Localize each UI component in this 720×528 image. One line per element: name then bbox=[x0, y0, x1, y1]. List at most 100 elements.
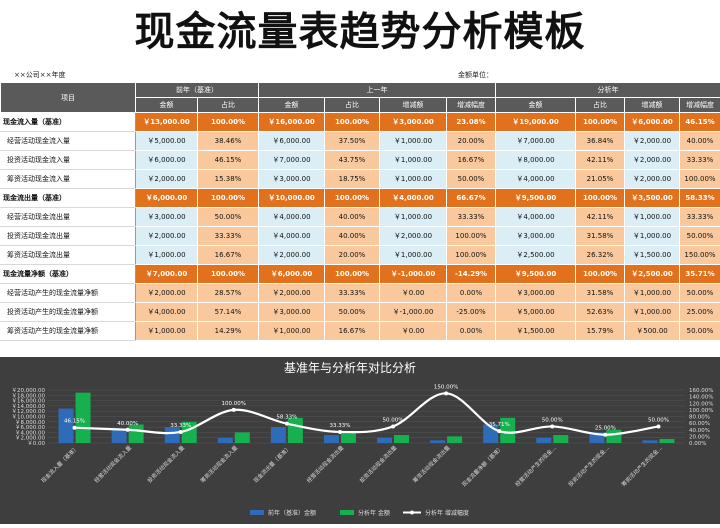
table-cell[interactable]: ￥3,000.00 bbox=[496, 227, 576, 246]
table-cell[interactable]: 100.00% bbox=[576, 113, 625, 132]
table-cell[interactable]: ￥2,000.00 bbox=[380, 227, 447, 246]
table-cell[interactable]: 33.33% bbox=[198, 227, 259, 246]
table-cell[interactable]: ￥2,500.00 bbox=[625, 265, 680, 284]
table-cell[interactable]: ￥7,000.00 bbox=[259, 151, 325, 170]
table-cell[interactable]: ￥-1,000.00 bbox=[380, 303, 447, 322]
table-cell[interactable]: 16.67% bbox=[198, 246, 259, 265]
table-cell[interactable]: ￥0.00 bbox=[380, 322, 447, 341]
table-cell[interactable]: 50.00% bbox=[198, 208, 259, 227]
table-cell[interactable]: ￥4,000.00 bbox=[380, 189, 447, 208]
table-cell[interactable]: 38.46% bbox=[198, 132, 259, 151]
table-cell[interactable]: ￥3,000.00 bbox=[380, 113, 447, 132]
table-cell[interactable]: 50.00% bbox=[680, 284, 720, 303]
table-cell[interactable]: 25.00% bbox=[680, 303, 720, 322]
table-cell[interactable]: ￥16,000.00 bbox=[259, 113, 325, 132]
table-cell[interactable]: 16.67% bbox=[447, 151, 496, 170]
table-cell[interactable]: 18.75% bbox=[325, 170, 380, 189]
table-cell[interactable]: 50.00% bbox=[680, 322, 720, 341]
table-cell[interactable]: 33.33% bbox=[680, 151, 720, 170]
table-cell[interactable]: 66.67% bbox=[447, 189, 496, 208]
table-cell[interactable]: ￥1,000.00 bbox=[625, 303, 680, 322]
row-label[interactable]: 现金流量净额（基准） bbox=[1, 265, 136, 284]
table-cell[interactable]: ￥4,000.00 bbox=[259, 227, 325, 246]
row-label[interactable]: 经营活动现金流入量 bbox=[1, 132, 136, 151]
row-label[interactable]: 现金流入量（基准） bbox=[1, 113, 136, 132]
row-label[interactable]: 投资活动产生的现金流量净额 bbox=[1, 303, 136, 322]
table-cell[interactable]: 31.58% bbox=[576, 284, 625, 303]
table-cell[interactable]: 26.32% bbox=[576, 246, 625, 265]
table-cell[interactable]: 31.58% bbox=[576, 227, 625, 246]
table-cell[interactable]: ￥2,000.00 bbox=[259, 246, 325, 265]
table-cell[interactable]: 35.71% bbox=[680, 265, 720, 284]
table-cell[interactable]: 43.75% bbox=[325, 151, 380, 170]
table-cell[interactable]: ￥9,500.00 bbox=[496, 265, 576, 284]
table-cell[interactable]: ￥-1,000.00 bbox=[380, 265, 447, 284]
table-cell[interactable]: 58.33% bbox=[680, 189, 720, 208]
table-cell[interactable]: ￥2,000.00 bbox=[136, 227, 198, 246]
table-cell[interactable]: ￥1,000.00 bbox=[380, 170, 447, 189]
row-label[interactable]: 筹资活动现金流入量 bbox=[1, 170, 136, 189]
row-label[interactable]: 筹资活动现金流出量 bbox=[1, 246, 136, 265]
table-cell[interactable]: 150.00% bbox=[680, 246, 720, 265]
table-cell[interactable]: ￥0.00 bbox=[380, 284, 447, 303]
table-cell[interactable]: ￥4,000.00 bbox=[136, 303, 198, 322]
table-cell[interactable]: 33.33% bbox=[447, 208, 496, 227]
table-cell[interactable]: ￥3,000.00 bbox=[259, 303, 325, 322]
table-cell[interactable]: -25.00% bbox=[447, 303, 496, 322]
table-cell[interactable]: ￥9,500.00 bbox=[496, 189, 576, 208]
row-label[interactable]: 经营活动现金流出量 bbox=[1, 208, 136, 227]
table-cell[interactable]: ￥2,000.00 bbox=[259, 284, 325, 303]
table-cell[interactable]: 42.11% bbox=[576, 151, 625, 170]
row-label[interactable]: 投资活动现金流入量 bbox=[1, 151, 136, 170]
table-cell[interactable]: 50.00% bbox=[447, 170, 496, 189]
table-cell[interactable]: 100.00% bbox=[325, 189, 380, 208]
table-cell[interactable]: 15.38% bbox=[198, 170, 259, 189]
table-cell[interactable]: 100.00% bbox=[198, 189, 259, 208]
table-cell[interactable]: 20.00% bbox=[447, 132, 496, 151]
table-cell[interactable]: ￥1,000.00 bbox=[625, 227, 680, 246]
table-cell[interactable]: 100.00% bbox=[576, 265, 625, 284]
table-cell[interactable]: ￥2,000.00 bbox=[625, 132, 680, 151]
row-label[interactable]: 经营活动产生的现金流量净额 bbox=[1, 284, 136, 303]
table-cell[interactable]: 46.15% bbox=[198, 151, 259, 170]
table-cell[interactable]: ￥2,000.00 bbox=[625, 170, 680, 189]
table-cell[interactable]: ￥6,000.00 bbox=[625, 113, 680, 132]
table-cell[interactable]: ￥1,000.00 bbox=[380, 208, 447, 227]
table-cell[interactable]: ￥2,000.00 bbox=[625, 151, 680, 170]
table-cell[interactable]: 28.57% bbox=[198, 284, 259, 303]
table-cell[interactable]: 100.00% bbox=[447, 246, 496, 265]
table-cell[interactable]: 100.00% bbox=[198, 265, 259, 284]
table-cell[interactable]: 21.05% bbox=[576, 170, 625, 189]
table-cell[interactable]: ￥6,000.00 bbox=[136, 189, 198, 208]
table-cell[interactable]: -14.29% bbox=[447, 265, 496, 284]
table-cell[interactable]: ￥1,000.00 bbox=[380, 151, 447, 170]
table-cell[interactable]: ￥13,000.00 bbox=[136, 113, 198, 132]
table-cell[interactable]: ￥1,000.00 bbox=[136, 322, 198, 341]
table-cell[interactable]: 14.29% bbox=[198, 322, 259, 341]
table-cell[interactable]: 50.00% bbox=[680, 227, 720, 246]
table-cell[interactable]: 100.00% bbox=[325, 113, 380, 132]
table-cell[interactable]: ￥7,000.00 bbox=[496, 132, 576, 151]
table-cell[interactable]: ￥1,500.00 bbox=[496, 322, 576, 341]
table-cell[interactable]: 100.00% bbox=[325, 265, 380, 284]
table-cell[interactable]: ￥1,000.00 bbox=[625, 284, 680, 303]
table-cell[interactable]: ￥3,000.00 bbox=[136, 208, 198, 227]
table-cell[interactable]: 40.00% bbox=[325, 227, 380, 246]
table-cell[interactable]: 46.15% bbox=[680, 113, 720, 132]
table-cell[interactable]: ￥8,000.00 bbox=[496, 151, 576, 170]
table-cell[interactable]: ￥4,000.00 bbox=[259, 208, 325, 227]
row-label[interactable]: 筹资活动产生的现金流量净额 bbox=[1, 322, 136, 341]
table-cell[interactable]: ￥4,000.00 bbox=[496, 208, 576, 227]
table-cell[interactable]: 50.00% bbox=[325, 303, 380, 322]
table-cell[interactable]: 42.11% bbox=[576, 208, 625, 227]
table-cell[interactable]: ￥500.00 bbox=[625, 322, 680, 341]
table-cell[interactable]: ￥6,000.00 bbox=[136, 151, 198, 170]
table-cell[interactable]: ￥7,000.00 bbox=[136, 265, 198, 284]
table-cell[interactable]: ￥4,000.00 bbox=[496, 170, 576, 189]
table-cell[interactable]: ￥5,000.00 bbox=[496, 303, 576, 322]
table-cell[interactable]: 100.00% bbox=[576, 189, 625, 208]
table-cell[interactable]: ￥6,000.00 bbox=[259, 132, 325, 151]
table-cell[interactable]: 52.63% bbox=[576, 303, 625, 322]
table-cell[interactable]: 33.33% bbox=[680, 208, 720, 227]
table-cell[interactable]: 16.67% bbox=[325, 322, 380, 341]
